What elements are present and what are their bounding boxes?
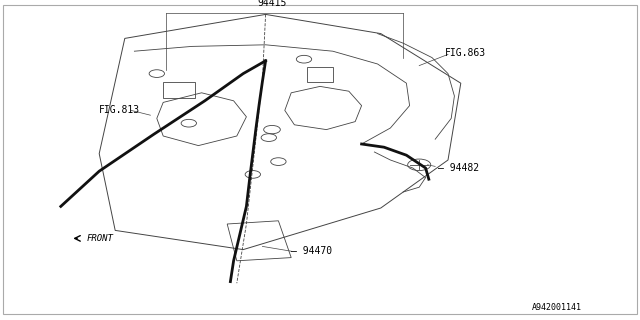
Text: — 94482: — 94482	[438, 163, 479, 173]
Text: — 94470: — 94470	[291, 246, 332, 256]
Text: FRONT: FRONT	[86, 234, 113, 243]
Text: FIG.813: FIG.813	[99, 105, 140, 116]
Text: 94415: 94415	[257, 0, 287, 8]
Text: FIG.863: FIG.863	[445, 48, 486, 58]
Text: A942001141: A942001141	[532, 303, 582, 312]
